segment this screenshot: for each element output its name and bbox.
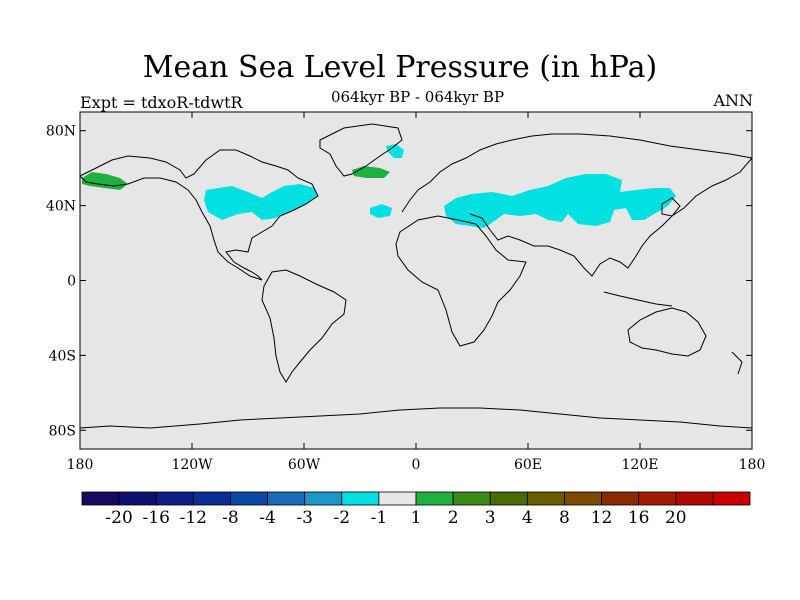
lat-tick-label: 80S	[49, 423, 76, 439]
experiment-label: Expt = tdxoR-tdwtR	[80, 93, 243, 112]
lon-tick-label: 180	[67, 457, 94, 473]
colorbar-swatch	[452, 491, 491, 506]
colorbar-swatch	[675, 491, 714, 506]
lon-tick-label: 180	[739, 457, 766, 473]
colorbar-label: 8	[559, 508, 570, 528]
colorbar: -20 -16 -12 -8 -4 -3 -2 -1 1 2 3 4 8 12 16 20	[81, 491, 751, 528]
coastline-asia	[469, 157, 753, 277]
lon-tick-label: 60E	[514, 457, 542, 473]
colorbar-swatch	[192, 491, 231, 506]
colorbar-label: -4	[259, 508, 276, 528]
colorbar-label: 4	[522, 508, 533, 528]
anomaly-region-eurasia-negative	[444, 174, 676, 228]
colorbar-label: -1	[371, 508, 388, 528]
colorbar-swatch	[415, 491, 454, 506]
colorbar-label: -20	[105, 508, 132, 528]
anomaly-region-atlantic-negative	[370, 204, 392, 218]
coastline-antarctica	[79, 407, 753, 429]
colorbar-swatch	[230, 491, 268, 506]
coastline-new-zealand	[731, 351, 743, 375]
colorbar-swatch	[155, 491, 194, 506]
lat-tick-label: 0	[67, 274, 76, 290]
colorbar-swatch	[712, 491, 751, 506]
colorbar-label: -16	[143, 508, 170, 528]
colorbar-label: 3	[485, 508, 496, 528]
colorbar-swatch	[81, 491, 120, 506]
colorbar-label: -3	[296, 508, 313, 528]
colorbar-label: -12	[180, 508, 207, 528]
anomaly-region-northamerica-negative	[204, 184, 318, 220]
season-label: ANN	[713, 91, 753, 110]
colorbar-swatch	[267, 491, 306, 506]
lat-tick-label: 40S	[49, 348, 76, 364]
colorbar-swatch	[601, 491, 640, 506]
coastline-south-america	[261, 269, 347, 383]
coastline-africa-europe	[395, 133, 753, 347]
latitude-axis: 80N 40N 0 40S 80S	[46, 124, 752, 439]
colorbar-label: -2	[333, 508, 350, 528]
colorbar-label: 12	[591, 508, 613, 528]
colorbar-swatch	[526, 491, 565, 506]
colorbar-label: 1	[411, 508, 422, 528]
longitude-axis: 180 120W 60W 0 60E 120E 180	[67, 112, 766, 473]
colorbar-swatch	[378, 491, 417, 506]
coastline-north-america	[79, 149, 319, 281]
colorbar-label: 16	[628, 508, 650, 528]
coastline-indonesia	[603, 291, 673, 307]
plot-title: Mean Sea Level Pressure (in hPa)	[142, 50, 658, 85]
anomaly-region-greenland-negative	[386, 144, 404, 158]
period-label: 064kyr BP - 064kyr BP	[330, 88, 505, 106]
map-background	[80, 112, 752, 449]
anomaly-regions	[82, 144, 676, 228]
coastline-japan	[661, 197, 681, 217]
colorbar-swatch	[304, 491, 343, 506]
lon-tick-label: 120E	[622, 457, 659, 473]
lon-tick-label: 60W	[288, 457, 321, 473]
colorbar-label: -8	[222, 508, 239, 528]
colorbar-label: 20	[665, 508, 687, 528]
lon-tick-label: 0	[412, 457, 421, 473]
lat-tick-label: 40N	[46, 199, 76, 215]
coastlines	[79, 123, 753, 429]
coastline-greenland	[319, 123, 403, 177]
colorbar-swatch	[564, 491, 602, 506]
colorbar-swatch	[118, 491, 157, 506]
coastline-australia	[627, 307, 707, 357]
colorbar-swatch	[489, 491, 528, 506]
lon-tick-label: 120W	[171, 457, 213, 473]
colorbar-swatch	[341, 491, 380, 506]
lat-tick-label: 80N	[46, 124, 76, 140]
colorbar-label: 2	[448, 508, 459, 528]
colorbar-swatch	[638, 491, 677, 506]
